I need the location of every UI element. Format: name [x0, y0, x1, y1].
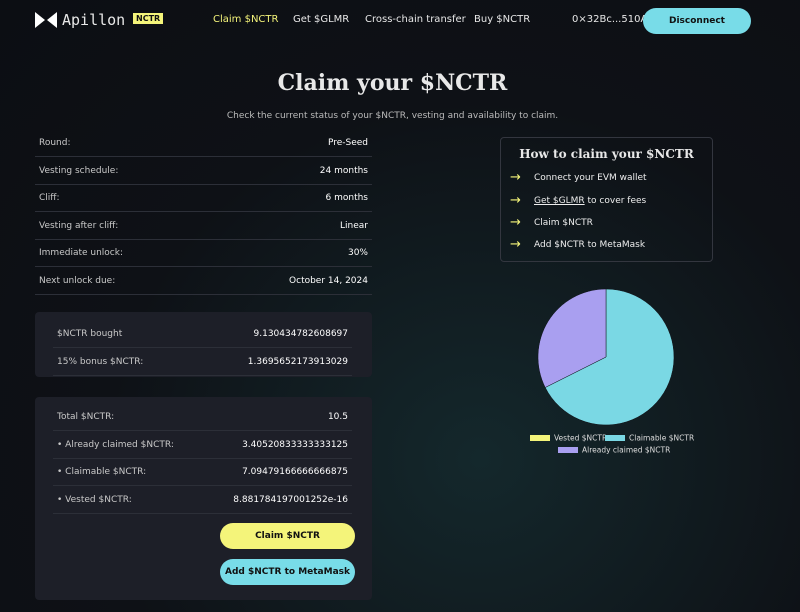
subtitle: Check the current status of your $NCTR, …: [226, 111, 559, 121]
row-value: 6 months: [325, 193, 369, 203]
step: → Get $GLMR to cover fees: [510, 193, 647, 208]
row: • Already claimed $NCTR: 3.40520833333333…: [53, 431, 352, 459]
step-text: Connect your EVM wallet: [534, 173, 647, 183]
row-value: 1.3695652173913029: [247, 356, 348, 367]
title: Claim your $NCTR: [277, 70, 508, 96]
row-value: 8.881784197001252e-16: [233, 494, 348, 505]
legend-label: Already claimed $NCTR: [582, 446, 670, 455]
row-label: Vesting schedule:: [39, 165, 119, 176]
row-value: 24 months: [319, 165, 368, 176]
row-label: Immediate unlock:: [39, 248, 123, 258]
row: Round: Pre-Seed: [35, 129, 372, 157]
row: Vesting schedule: 24 months: [35, 157, 372, 185]
row-label: Round:: [39, 138, 71, 148]
nav-link[interactable]: Claim $NCTR: [213, 14, 279, 25]
row-value: Pre-Seed: [327, 138, 368, 148]
legend-swatch: [558, 447, 578, 453]
step-text: Claim $NCTR: [534, 218, 593, 228]
row-label: • Already claimed $NCTR:: [57, 439, 174, 450]
row-label: • Vested $NCTR:: [57, 494, 132, 505]
legend-label: Claimable $NCTR: [629, 434, 694, 443]
pie-slice: [544, 288, 675, 426]
row-label: • Claimable $NCTR:: [57, 467, 147, 477]
step-text: Add $NCTR to MetaMask: [534, 240, 646, 250]
row: Immediate unlock: 30%: [35, 239, 372, 267]
claim-button[interactable]: Claim $NCTR: [220, 523, 355, 549]
nav-link[interactable]: Cross-chain transfer: [365, 14, 466, 25]
disconnect-button[interactable]: Disconnect: [643, 8, 751, 34]
row: • Vested $NCTR: 8.881784197001252e-16: [53, 486, 352, 514]
step: → Connect your EVM wallet: [510, 170, 647, 185]
row-value: 3.40520833333333125: [242, 439, 348, 450]
bought-box: $NCTR bought 9.130434782608697 15% bonus $…: [35, 312, 372, 377]
logo-icon: [35, 12, 57, 28]
row: Cliff: 6 months: [35, 184, 372, 212]
row-label: Total $NCTR:: [57, 412, 115, 422]
step: → Add $NCTR to MetaMask: [510, 237, 646, 252]
step: → Claim $NCTR: [510, 215, 593, 230]
row: Next unlock due: October 14, 2024: [35, 267, 372, 295]
row-label: Next unlock due:: [39, 275, 116, 286]
row-label: 15% bonus $NCTR:: [57, 356, 144, 367]
row: Total $NCTR: 10.5: [53, 403, 352, 431]
row-value: October 14, 2024: [289, 275, 368, 286]
row-value: 9.130434782608697: [253, 329, 348, 339]
logo: Apillon: [62, 11, 126, 29]
row-label: $NCTR bought: [57, 329, 123, 339]
row: Vesting after cliff: Linear: [35, 212, 372, 240]
row: 15% bonus $NCTR: 1.3695652173913029: [53, 348, 352, 376]
nav-link[interactable]: Buy $NCTR: [474, 14, 531, 25]
pie-chart: Vested $NCTR Claimable $NCTR Already claim…: [530, 288, 694, 455]
row-value: Linear: [340, 220, 368, 231]
pie-slice: [537, 288, 607, 388]
metamask-button[interactable]: Add $NCTR to MetaMask: [220, 559, 355, 585]
badge: NCTR: [133, 13, 164, 24]
row-label: Vesting after cliff:: [39, 220, 119, 231]
row-value: 7.09479166666666875: [242, 467, 348, 477]
row: $NCTR bought 9.130434782608697: [53, 320, 352, 348]
legend-label: Vested $NCTR: [554, 434, 607, 443]
howto-box: [500, 137, 713, 262]
wallet-address: 0×32Bc...510A: [572, 14, 648, 25]
step-link[interactable]: Get $GLMR: [534, 196, 585, 206]
step-text: to cover fees: [587, 196, 647, 206]
row: • Claimable $NCTR: 7.09479166666666875: [53, 458, 352, 486]
howto-title: How to claim your $NCTR: [519, 147, 694, 161]
row-value: 30%: [347, 248, 368, 258]
legend-swatch: [605, 435, 625, 441]
row-label: Cliff:: [39, 193, 60, 203]
row-value: 10.5: [327, 412, 348, 422]
nav-link[interactable]: Get $GLMR: [293, 14, 350, 25]
legend-swatch: [530, 435, 550, 441]
